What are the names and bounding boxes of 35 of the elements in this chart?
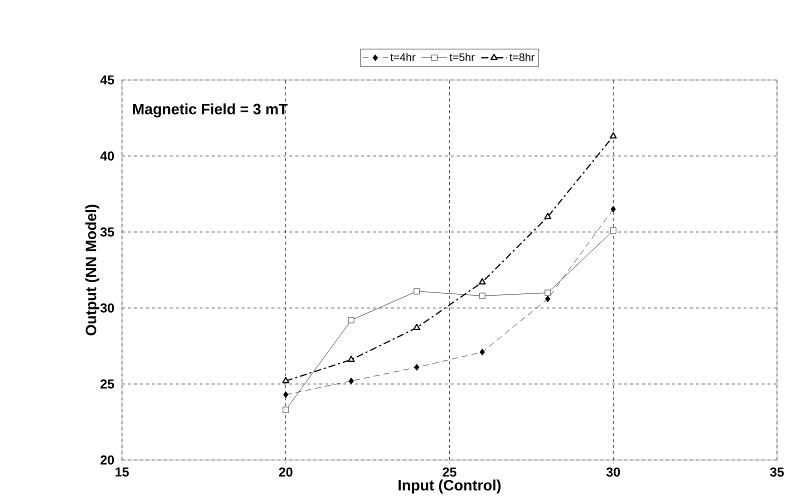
point — [544, 290, 551, 296]
point — [348, 378, 354, 384]
point — [413, 324, 420, 330]
y-axis-title: Output (NN Model) — [85, 204, 100, 336]
y-tick-label: 35 — [100, 227, 114, 237]
y-tick-label: 25 — [100, 380, 114, 389]
point — [283, 391, 288, 398]
x-axis-title: Input (Control) — [398, 480, 501, 494]
point — [610, 206, 616, 213]
point — [480, 348, 485, 356]
x-tick-label: 15 — [116, 468, 129, 477]
point — [545, 296, 550, 302]
legend-label: t=5hr — [450, 53, 475, 62]
x-tick-label: 25 — [442, 468, 456, 477]
point — [610, 228, 616, 234]
point — [544, 212, 552, 220]
point — [282, 377, 290, 384]
legend-label: t=8hr — [510, 53, 534, 62]
point — [348, 356, 355, 362]
y-tick-label: 30 — [100, 303, 114, 313]
x-tick-label: 35 — [770, 468, 784, 477]
x-tick-label: 20 — [279, 468, 292, 477]
y-tick-label: 40 — [100, 152, 114, 161]
y-tick-label: 45 — [100, 76, 114, 85]
point — [414, 364, 420, 371]
annotation: Magnetic Field = 3 mT — [133, 103, 288, 118]
point — [348, 317, 354, 324]
point — [414, 288, 420, 294]
legend-label: t=4hr — [390, 53, 416, 62]
point — [479, 292, 486, 299]
point — [610, 132, 617, 139]
point — [282, 406, 289, 413]
x-tick-label: 30 — [606, 468, 620, 477]
point — [478, 278, 486, 285]
y-tick-label: 20 — [100, 456, 114, 465]
